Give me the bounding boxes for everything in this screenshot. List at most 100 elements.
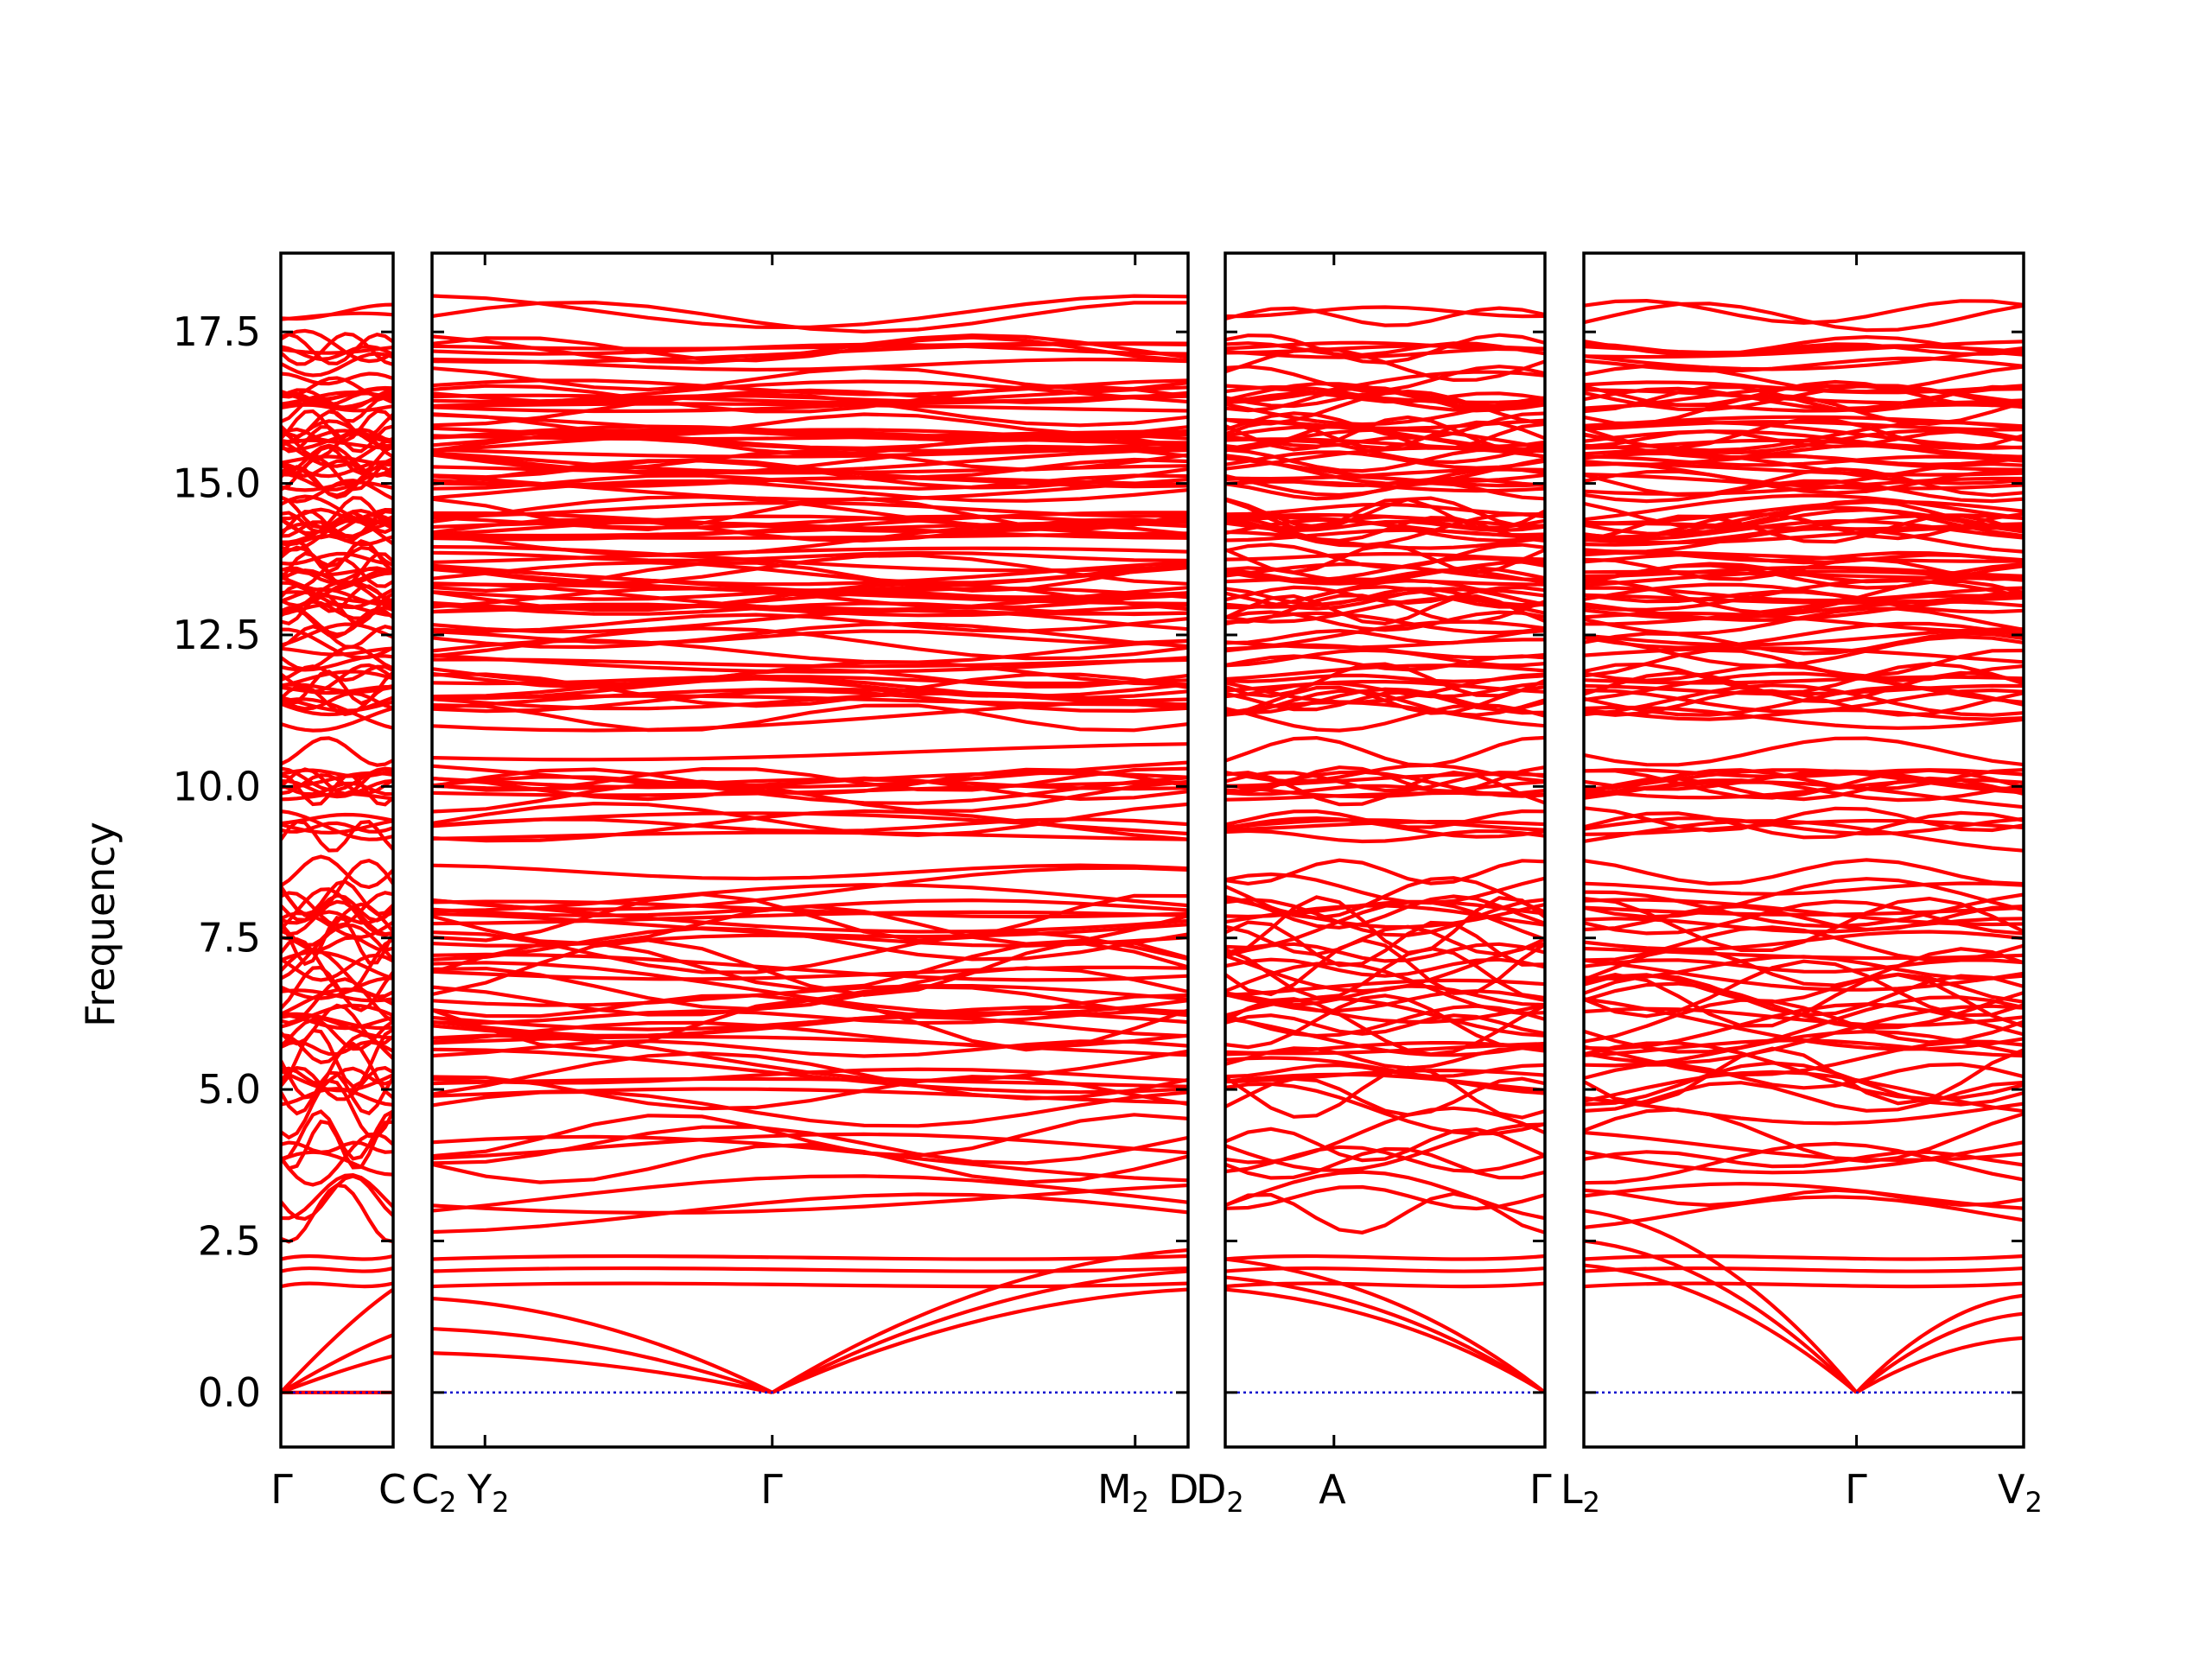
band-line xyxy=(432,546,1188,564)
band-line xyxy=(1584,521,2024,531)
band-line xyxy=(432,294,1188,330)
band-line xyxy=(1584,586,2024,603)
band-line xyxy=(1225,961,1545,1016)
band-line xyxy=(1584,1188,2024,1208)
band-line xyxy=(281,332,393,365)
band-line xyxy=(432,766,1188,792)
band-line xyxy=(1225,365,1545,393)
band-line xyxy=(1584,995,2024,1054)
band-line xyxy=(432,402,1188,413)
band-line xyxy=(1225,333,1545,365)
band-line xyxy=(1225,924,1545,956)
band-line xyxy=(1225,619,1545,651)
band-line xyxy=(1584,662,2024,695)
band-line xyxy=(432,1266,1188,1273)
band-line xyxy=(1584,443,2024,460)
bands-layer xyxy=(281,294,2024,1394)
band-line xyxy=(432,863,1188,881)
band-line xyxy=(1584,493,2024,522)
band-line xyxy=(1225,894,1545,930)
band-line xyxy=(432,1134,1188,1183)
band-line xyxy=(1225,456,1545,484)
band-line xyxy=(1225,898,1545,937)
band-line xyxy=(1584,454,2024,467)
band-line xyxy=(432,379,1188,408)
band-line xyxy=(1584,648,2024,678)
band-line xyxy=(432,1047,1188,1095)
band-line xyxy=(432,694,1188,707)
band-line xyxy=(432,523,1188,557)
band-line xyxy=(1584,334,2024,357)
band-line xyxy=(432,676,1188,701)
band-line xyxy=(1584,958,2024,992)
x-tick-label: L2 xyxy=(1560,1466,1600,1519)
band-line xyxy=(281,1140,393,1154)
band-line xyxy=(1584,682,2024,717)
band-line xyxy=(1584,417,2024,450)
band-line xyxy=(281,443,393,478)
band-line xyxy=(1225,450,1545,470)
band-line xyxy=(1584,769,2024,791)
band-line xyxy=(432,621,1188,650)
band-line xyxy=(281,736,393,767)
band-line xyxy=(432,1009,1188,1025)
frames-layer xyxy=(279,251,2025,1449)
band-line xyxy=(1225,993,1545,1050)
band-line xyxy=(281,977,393,1025)
band-line xyxy=(432,448,1188,473)
band-line xyxy=(281,551,393,566)
band-line xyxy=(1584,1096,2024,1126)
band-line xyxy=(432,385,1188,414)
band-line xyxy=(281,376,393,399)
y-tick-label: 17.5 xyxy=(173,308,261,355)
band-line xyxy=(281,1066,393,1086)
band-line xyxy=(1584,778,2024,803)
band-line xyxy=(1584,904,2024,932)
band-line xyxy=(432,1254,1188,1261)
band-line xyxy=(281,812,393,826)
band-line xyxy=(1584,671,2024,704)
band-line xyxy=(1584,499,2024,525)
y-tick-label: 5.0 xyxy=(198,1066,261,1113)
band-line xyxy=(281,409,393,443)
band-line xyxy=(281,854,393,890)
band-line xyxy=(1225,1063,1545,1079)
band-line xyxy=(1225,568,1545,586)
band-line xyxy=(281,791,393,802)
band-line xyxy=(432,892,1188,943)
acoustic-branch xyxy=(771,1287,1188,1394)
band-line xyxy=(281,950,393,981)
band-line xyxy=(432,965,1188,981)
x-tick-label: Y2 xyxy=(467,1466,509,1519)
band-line xyxy=(1584,301,2024,333)
band-line xyxy=(432,342,1188,356)
band-line xyxy=(281,1172,393,1221)
band-line xyxy=(1584,818,2024,836)
band-line xyxy=(1225,1072,1545,1092)
band-line xyxy=(432,898,1188,918)
band-line xyxy=(432,1174,1188,1213)
band-line xyxy=(281,685,393,695)
x-axis: Γ C C2 Y2 Γ M2 DD2 A Γ L2 Γ V2 xyxy=(270,1466,2043,1519)
band-line xyxy=(1225,662,1545,698)
band-line xyxy=(281,1150,393,1177)
band-line xyxy=(1584,768,2024,779)
acoustic-branch xyxy=(432,1327,773,1394)
band-line xyxy=(1225,1184,1545,1211)
band-line xyxy=(432,1125,1188,1165)
band-line xyxy=(432,445,1188,459)
x-tick-label: C xyxy=(378,1466,406,1513)
band-line xyxy=(281,1027,393,1089)
band-line xyxy=(1225,628,1545,645)
band-line xyxy=(1225,305,1545,319)
band-line xyxy=(1584,810,2024,840)
band-line xyxy=(1584,1182,2024,1210)
band-line xyxy=(1225,1254,1545,1261)
band-line xyxy=(432,883,1188,913)
band-line xyxy=(281,1012,393,1031)
band-line xyxy=(281,809,393,841)
band-line xyxy=(1225,543,1545,570)
band-line xyxy=(1584,578,2024,613)
band-line xyxy=(432,413,1188,442)
